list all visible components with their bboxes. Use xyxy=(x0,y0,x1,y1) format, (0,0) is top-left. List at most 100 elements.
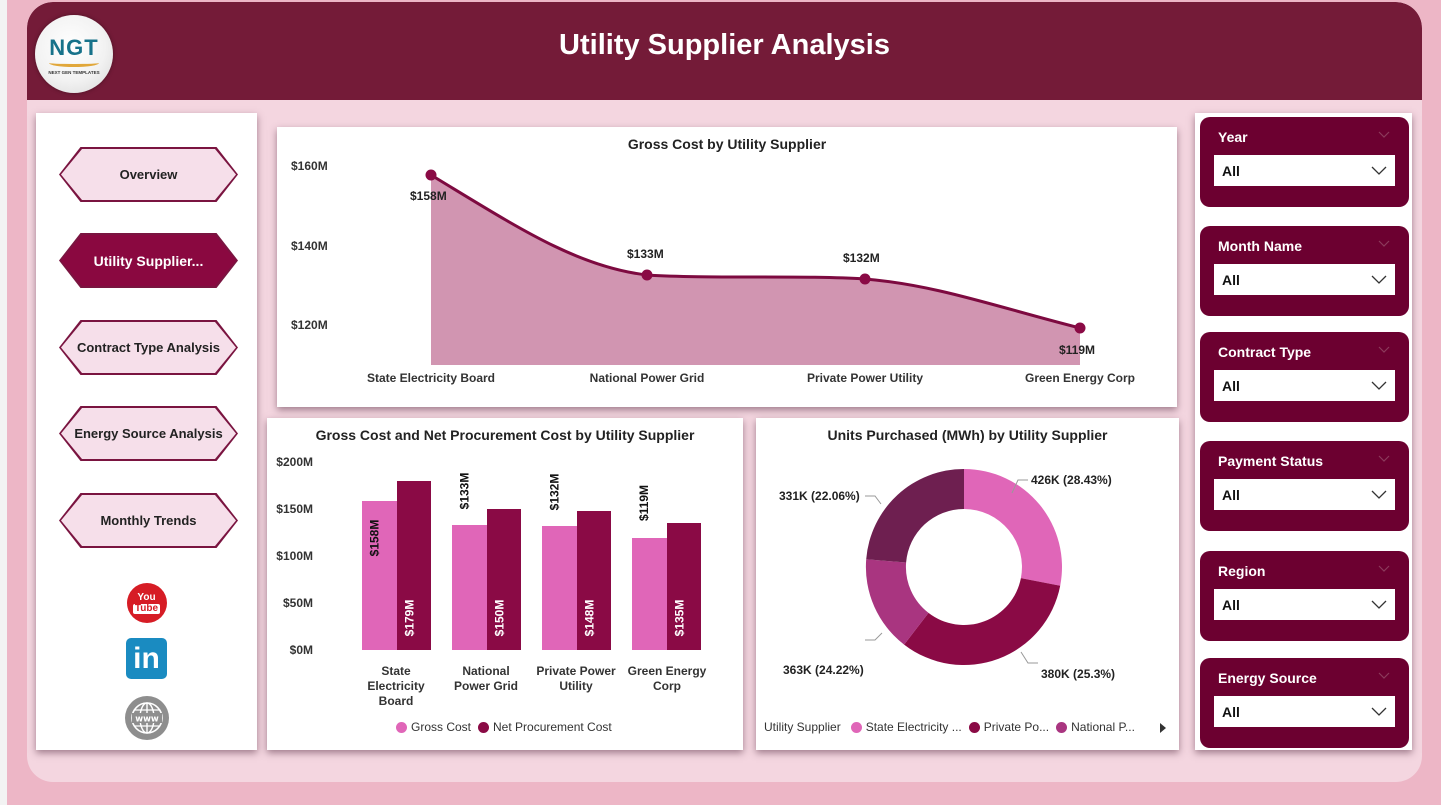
data-point[interactable] xyxy=(1074,322,1086,334)
logo: NGT NEXT GEN TEMPLATES xyxy=(35,15,113,93)
donut-slice-green-energy-corp[interactable] xyxy=(866,468,964,563)
slicer-month-name: Month Name All xyxy=(1200,226,1409,316)
year-dropdown[interactable]: All xyxy=(1214,155,1395,186)
legend-item-private-power[interactable]: Private Po... xyxy=(983,720,1050,734)
nav-label: Utility Supplier... xyxy=(93,252,204,269)
chart-legend: Utility Supplier State Electricity ... P… xyxy=(764,720,1135,734)
slice-label: 331K (22.06%) xyxy=(779,489,860,503)
bar-net-procurement-cost[interactable] xyxy=(487,509,521,650)
nav-button-overview[interactable]: Overview xyxy=(59,147,238,202)
energy-source-dropdown[interactable]: All xyxy=(1214,696,1395,727)
data-label: $158M xyxy=(410,189,447,203)
nav-button-energy-source-analysis[interactable]: Energy Source Analysis xyxy=(59,406,238,461)
gross-vs-net-cost-bar-chart: Gross Cost and Net Procurement Cost by U… xyxy=(267,418,743,750)
donut-slice-private-power-utility[interactable] xyxy=(904,578,1061,666)
y-tick: $120M xyxy=(291,318,328,332)
nav-button-contract-type-analysis[interactable]: Contract Type Analysis xyxy=(59,320,238,375)
y-tick: $150M xyxy=(276,502,313,516)
data-point[interactable] xyxy=(425,169,437,181)
legend-swatch xyxy=(968,721,980,733)
slicer-title: Payment Status xyxy=(1218,453,1324,469)
dashboard-frame: NGT NEXT GEN TEMPLATES Utility Supplier … xyxy=(27,2,1422,782)
slicer-title: Year xyxy=(1218,129,1248,145)
slice-label: 426K (28.43%) xyxy=(1031,473,1112,487)
bar-gross-cost[interactable] xyxy=(542,526,577,650)
collapse-chevron-icon[interactable] xyxy=(1377,238,1391,248)
slicer-region: Region All xyxy=(1200,551,1409,641)
collapse-chevron-icon[interactable] xyxy=(1377,670,1391,680)
bar-plot xyxy=(267,418,743,650)
globe-icon: www xyxy=(130,702,163,734)
y-tick: $200M xyxy=(276,455,313,469)
slicer-contract-type: Contract Type All xyxy=(1200,332,1409,422)
legend-swatch xyxy=(850,721,862,733)
page-title: Utility Supplier Analysis xyxy=(559,29,890,61)
youtube-icon[interactable]: You Tube xyxy=(126,583,167,623)
chevron-down-icon xyxy=(1371,490,1387,499)
data-label: $150M xyxy=(492,599,507,637)
month-name-dropdown[interactable]: All xyxy=(1214,264,1395,295)
x-category: Private Power Utility xyxy=(536,664,616,693)
nav-label: Energy Source Analysis xyxy=(74,426,223,441)
nav-label: Contract Type Analysis xyxy=(76,340,221,355)
slicer-energy-source: Energy Source All xyxy=(1200,658,1409,748)
chevron-down-icon xyxy=(1371,166,1387,175)
nav-button-utility-supplier[interactable]: Utility Supplier... xyxy=(59,233,238,288)
slicer-title: Region xyxy=(1218,563,1266,579)
chevron-down-icon xyxy=(1371,600,1387,609)
x-category: State Electricity Board xyxy=(366,371,496,385)
bar-gross-cost[interactable] xyxy=(632,538,667,650)
chart-title: Gross Cost by Utility Supplier xyxy=(627,136,827,152)
collapse-chevron-icon[interactable] xyxy=(1377,453,1391,463)
linkedin-icon[interactable]: in xyxy=(126,638,167,679)
data-label: $148M xyxy=(582,599,597,637)
bar-gross-cost[interactable] xyxy=(452,525,487,650)
collapse-chevron-icon[interactable] xyxy=(1377,344,1391,354)
bar-net-procurement-cost[interactable] xyxy=(577,511,611,650)
slice-label: 380K (25.3%) xyxy=(1041,667,1116,681)
nav-label: Overview xyxy=(119,167,178,182)
legend-item-national-power[interactable]: National P... xyxy=(1071,720,1135,734)
website-icon[interactable]: www xyxy=(124,696,169,740)
chart-title: Units Purchased (MWh) by Utility Supplie… xyxy=(827,427,1108,443)
region-dropdown[interactable]: All xyxy=(1214,589,1395,620)
gross-cost-area-chart: Gross Cost by Utility Supplier $160M $14… xyxy=(277,127,1177,407)
legend-item-net-procurement-cost[interactable]: Net Procurement Cost xyxy=(493,720,612,734)
data-label: $179M xyxy=(402,599,417,637)
slicer-title: Month Name xyxy=(1218,238,1302,254)
slicer-title: Energy Source xyxy=(1218,670,1317,686)
collapse-chevron-icon[interactable] xyxy=(1377,129,1391,139)
payment-status-dropdown[interactable]: All xyxy=(1214,479,1395,510)
window-edge xyxy=(0,0,7,805)
contract-type-dropdown[interactable]: All xyxy=(1214,370,1395,401)
data-point[interactable] xyxy=(859,273,871,285)
bar-net-procurement-cost[interactable] xyxy=(667,523,701,650)
data-label: $119M xyxy=(637,484,652,522)
bar-net-procurement-cost[interactable] xyxy=(397,481,431,650)
y-tick: $100M xyxy=(276,549,313,563)
data-label: $132M xyxy=(843,251,880,265)
data-label: $132M xyxy=(547,473,562,511)
nav-button-monthly-trends[interactable]: Monthly Trends xyxy=(59,493,238,548)
chart-title: Gross Cost and Net Procurement Cost by U… xyxy=(315,427,695,443)
donut-slice-state-electricity-board[interactable] xyxy=(964,469,1063,586)
donut-slice-national-power-grid[interactable] xyxy=(865,559,929,645)
logo-subtext: NEXT GEN TEMPLATES xyxy=(48,70,100,75)
legend-item-state-electricity[interactable]: State Electricity ... xyxy=(865,720,962,734)
x-category: National Power Grid xyxy=(453,664,518,693)
slicer-year: Year All xyxy=(1200,117,1409,207)
collapse-chevron-icon[interactable] xyxy=(1377,563,1391,573)
legend-item-gross-cost[interactable]: Gross Cost xyxy=(411,720,472,734)
x-category: National Power Grid xyxy=(589,371,705,385)
chevron-down-icon xyxy=(1371,381,1387,390)
legend-next-arrow-icon[interactable] xyxy=(1159,722,1167,734)
logo-swoosh-icon xyxy=(49,59,99,67)
x-category: Green Energy Corp xyxy=(627,664,707,693)
data-label: $135M xyxy=(672,599,687,637)
bar-gross-cost[interactable] xyxy=(362,501,397,650)
chevron-down-icon xyxy=(1371,275,1387,284)
x-category: Green Energy Corp xyxy=(1024,371,1136,385)
donut-plot xyxy=(865,468,1063,666)
legend-swatch xyxy=(1056,721,1068,733)
data-point[interactable] xyxy=(641,269,653,281)
